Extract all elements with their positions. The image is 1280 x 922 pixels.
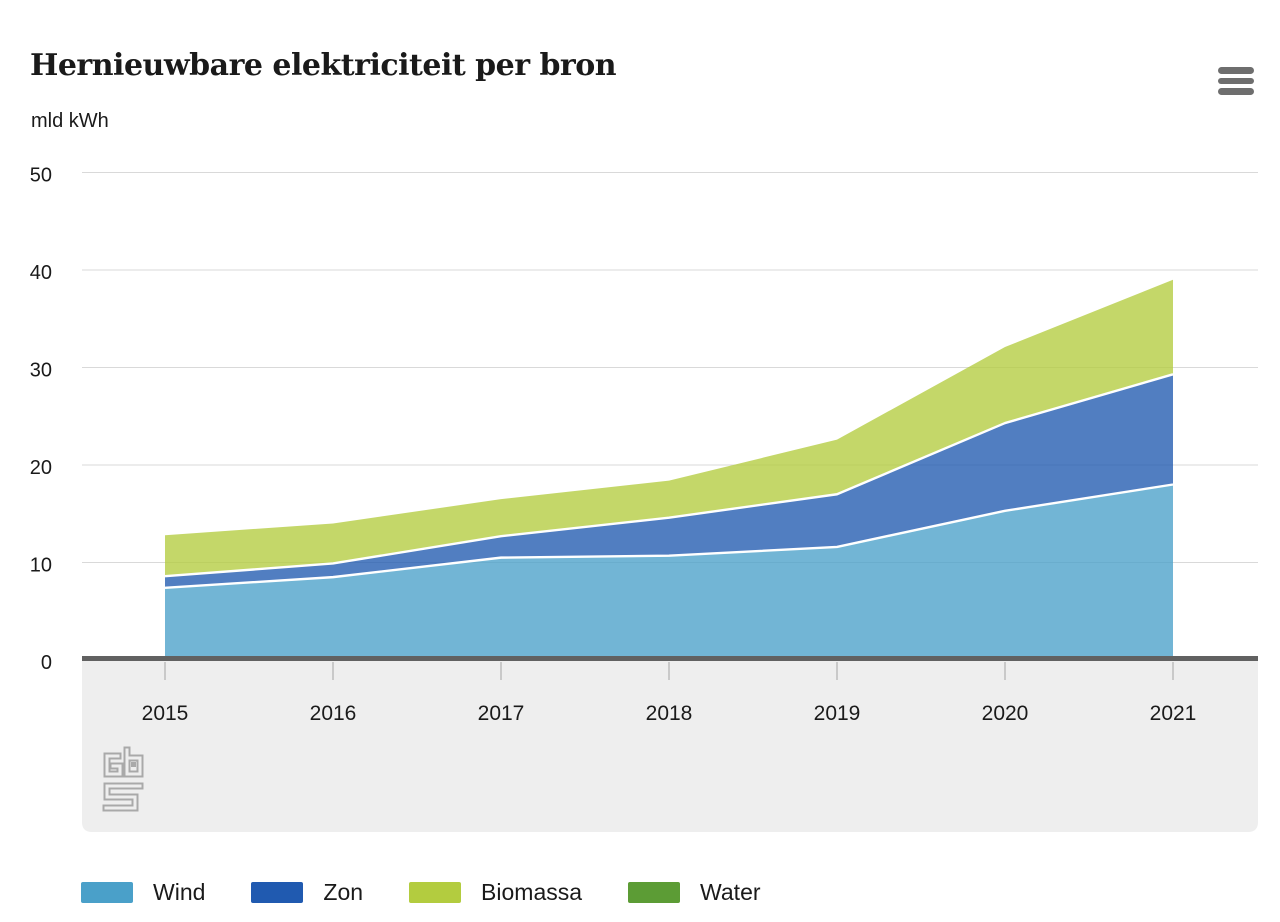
area-boundary-line xyxy=(164,373,1174,578)
cbs-logo xyxy=(102,746,144,812)
legend-label-biomassa: Biomassa xyxy=(481,879,583,905)
zero-axis-line xyxy=(82,656,1258,661)
chart-legend: Wind Zon Biomassa Water xyxy=(81,879,761,906)
x-tick-label: 2015 xyxy=(142,702,189,725)
stacked-area-chart: 0 10 20 30 40 50 2015 2016 2017 2018 2019 2020 2021 xyxy=(30,165,1258,832)
area-wind xyxy=(165,484,1173,660)
legend-label-zon: Zon xyxy=(323,879,364,905)
water-swatch-icon xyxy=(628,882,681,903)
x-tick-label: 2018 xyxy=(646,702,693,725)
y-axis-labels: 0 10 20 30 40 50 xyxy=(30,165,52,675)
hamburger-menu-icon xyxy=(1218,77,1254,85)
y-tick-label: 50 xyxy=(30,165,52,187)
plot-area[interactable] xyxy=(164,279,1174,660)
wind-swatch-icon xyxy=(81,882,133,903)
x-tick-label: 2016 xyxy=(310,702,357,725)
x-tick-label: 2019 xyxy=(814,702,861,725)
unit-label: mld kWh xyxy=(31,110,109,132)
area-zon xyxy=(165,374,1173,588)
page-title: Hernieuwbare elektriciteit per bron xyxy=(30,48,617,83)
y-tick-label: 10 xyxy=(30,555,52,577)
legend-item-zon[interactable]: Zon xyxy=(251,879,363,906)
biomassa-swatch-icon xyxy=(409,882,462,903)
x-axis-labels: 2015 2016 2017 2018 2019 2020 2021 xyxy=(142,702,1197,725)
y-tick-label: 40 xyxy=(30,262,52,284)
x-tick-marks xyxy=(164,662,1174,680)
legend-item-biomassa[interactable]: Biomassa xyxy=(409,879,582,906)
zon-swatch-icon xyxy=(251,882,304,903)
y-tick-label: 20 xyxy=(30,457,52,479)
legend-item-water[interactable]: Water xyxy=(628,879,761,906)
y-tick-label: 0 xyxy=(41,652,52,674)
legend-item-wind[interactable]: Wind xyxy=(81,879,205,906)
x-tick-label: 2020 xyxy=(982,702,1029,725)
legend-label-wind: Wind xyxy=(153,879,206,905)
area-boundary-line xyxy=(164,483,1174,590)
x-axis-band xyxy=(82,660,1258,832)
hamburger-menu-icon xyxy=(1218,67,1254,74)
hamburger-menu-icon xyxy=(1218,88,1254,95)
legend-label-water: Water xyxy=(700,879,761,905)
x-tick-label: 2017 xyxy=(478,702,525,725)
menu-button[interactable] xyxy=(1214,60,1258,102)
y-tick-label: 30 xyxy=(30,360,52,382)
x-tick-label: 2021 xyxy=(1150,702,1197,725)
